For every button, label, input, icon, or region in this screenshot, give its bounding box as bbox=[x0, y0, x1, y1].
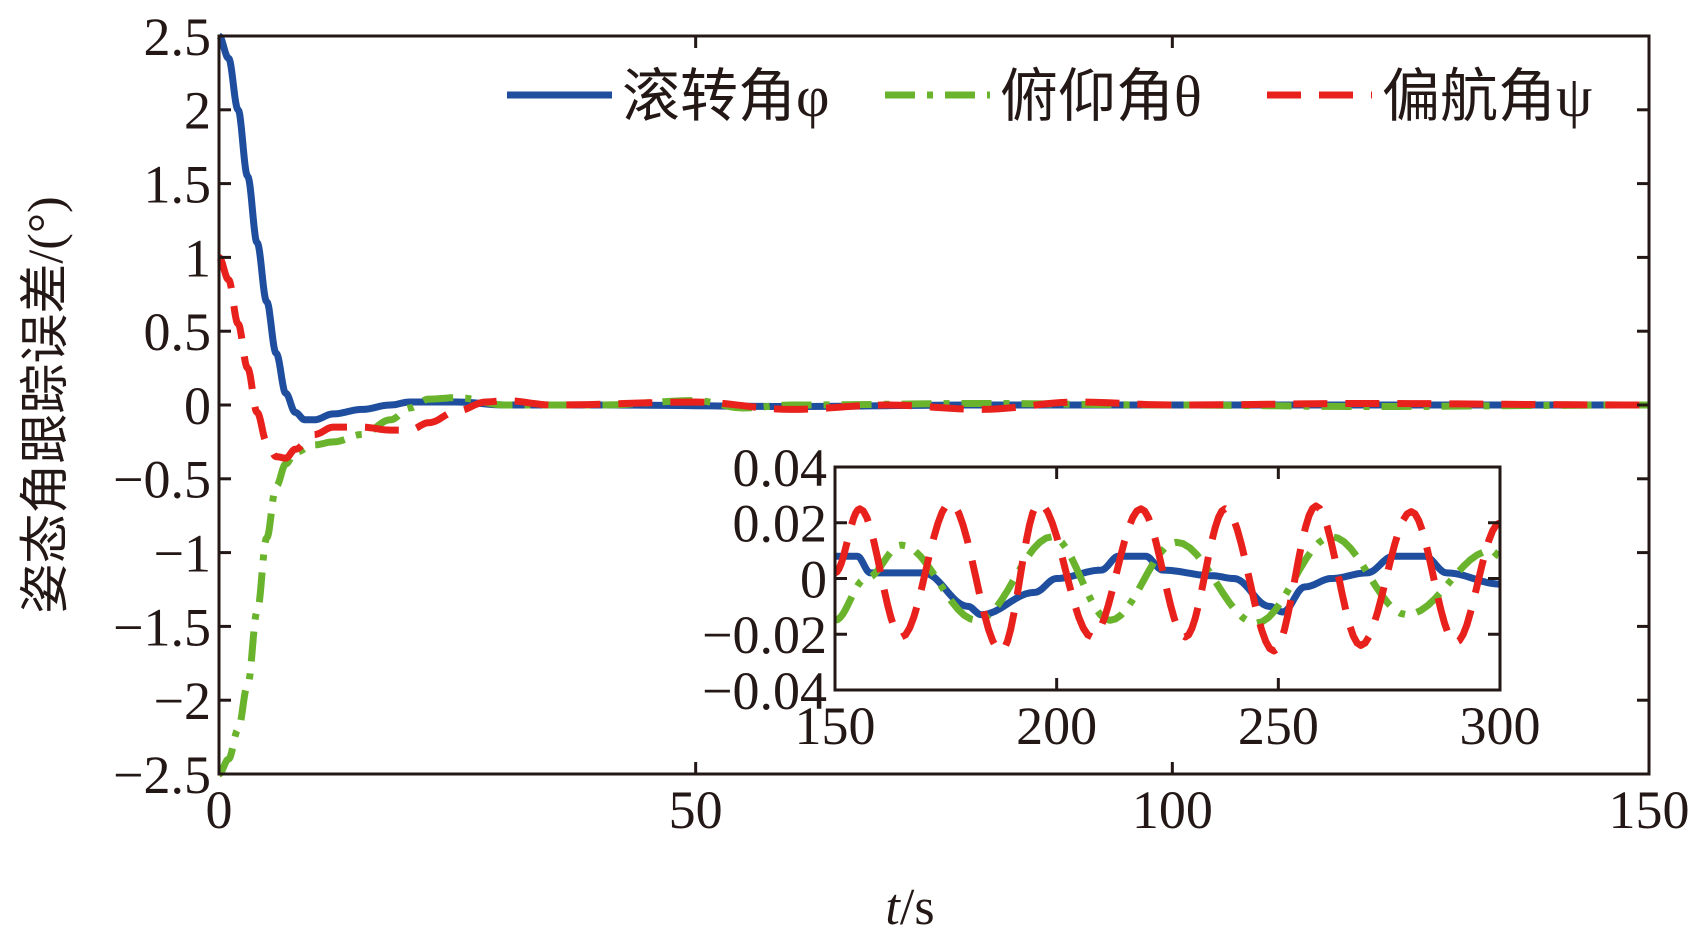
main-y-tick-label: −0.5 bbox=[113, 450, 211, 510]
main-y-tick-label: 2.5 bbox=[144, 7, 212, 67]
inset-x-tick-label: 250 bbox=[1238, 696, 1319, 756]
main-y-tick-label: −1 bbox=[154, 524, 211, 584]
main-y-tick-label: 1 bbox=[184, 228, 211, 288]
inset-x-tick-label: 150 bbox=[795, 696, 876, 756]
legend-label-yaw: 偏航角ψ bbox=[1382, 64, 1592, 129]
legend: 滚转角φ 俯仰角θ 偏航角ψ bbox=[507, 64, 1592, 129]
main-y-tick-label: 0 bbox=[184, 376, 211, 436]
inset-plot-lines bbox=[833, 499, 1503, 655]
inset-background bbox=[835, 467, 1500, 690]
inset-y-tick-label: 0.02 bbox=[733, 494, 828, 554]
main-y-tick-label: −1.5 bbox=[113, 597, 211, 657]
inset-x-tick-label: 300 bbox=[1460, 696, 1541, 756]
main-x-tick-label: 100 bbox=[1132, 780, 1213, 840]
inset-y-tick-label: 0 bbox=[800, 549, 827, 609]
legend-label-roll: 滚转角φ bbox=[622, 64, 829, 129]
y-axis-label: 姿态角跟踪误差/(°) bbox=[17, 196, 73, 613]
legend-label-pitch: 俯仰角θ bbox=[1000, 64, 1202, 129]
main-y-tick-label: 1.5 bbox=[144, 155, 212, 215]
inset-y-tick-label: −0.04 bbox=[702, 661, 827, 721]
inset-y-tick-label: 0.04 bbox=[733, 438, 828, 498]
inset-y-tick-label: −0.02 bbox=[702, 605, 827, 665]
main-plot-lines bbox=[216, 32, 1649, 778]
main-x-tick-label: 50 bbox=[669, 780, 723, 840]
x-axis-label: t/s bbox=[885, 879, 934, 936]
main-y-tick-label: −2 bbox=[154, 671, 211, 731]
inset-x-tick-label: 200 bbox=[1016, 696, 1097, 756]
main-y-tick-label: 0.5 bbox=[144, 302, 212, 362]
main-y-tick-label: −2.5 bbox=[113, 745, 211, 805]
inset-series-2 bbox=[833, 499, 1502, 655]
main-x-tick-label: 150 bbox=[1609, 780, 1690, 840]
main-axis-ticks: 0 50 100 150 −2.5 −2 −1.5 −1 −0.5 0 0.5 1 1.5 2 2.5 bbox=[113, 7, 1689, 840]
inset-series-1 bbox=[834, 533, 1503, 627]
main-series-1 bbox=[216, 394, 1649, 778]
main-series-2 bbox=[216, 254, 1649, 462]
main-x-tick-label: 0 bbox=[206, 780, 233, 840]
main-y-tick-label: 2 bbox=[184, 81, 211, 141]
